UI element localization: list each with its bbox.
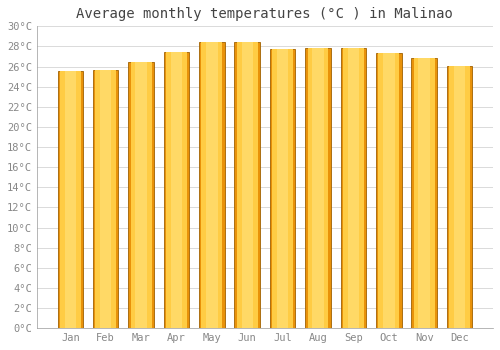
Bar [270,49,295,328]
Bar [343,48,364,328]
Bar [136,62,147,328]
Bar [312,48,324,328]
Bar [202,42,222,328]
Bar [166,52,187,328]
Bar [170,52,182,328]
Bar [206,42,218,328]
Bar [414,58,434,328]
Bar [418,58,430,328]
Bar [277,49,288,328]
Bar [242,42,253,328]
Bar [100,70,112,328]
Bar [60,71,80,328]
Bar [449,65,470,328]
Bar [237,42,258,328]
Bar [412,58,437,328]
Bar [164,52,189,328]
Bar [199,42,224,328]
Bar [308,48,328,328]
Bar [234,42,260,328]
Bar [95,70,116,328]
Bar [447,65,472,328]
Bar [64,71,76,328]
Bar [93,70,118,328]
Bar [340,48,366,328]
Bar [383,54,394,328]
Bar [306,48,331,328]
Title: Average monthly temperatures (°C ) in Malinao: Average monthly temperatures (°C ) in Ma… [76,7,454,21]
Bar [454,65,466,328]
Bar [376,54,402,328]
Bar [128,62,154,328]
Bar [348,48,359,328]
Bar [130,62,152,328]
Bar [378,54,399,328]
Bar [272,49,293,328]
Bar [58,71,83,328]
